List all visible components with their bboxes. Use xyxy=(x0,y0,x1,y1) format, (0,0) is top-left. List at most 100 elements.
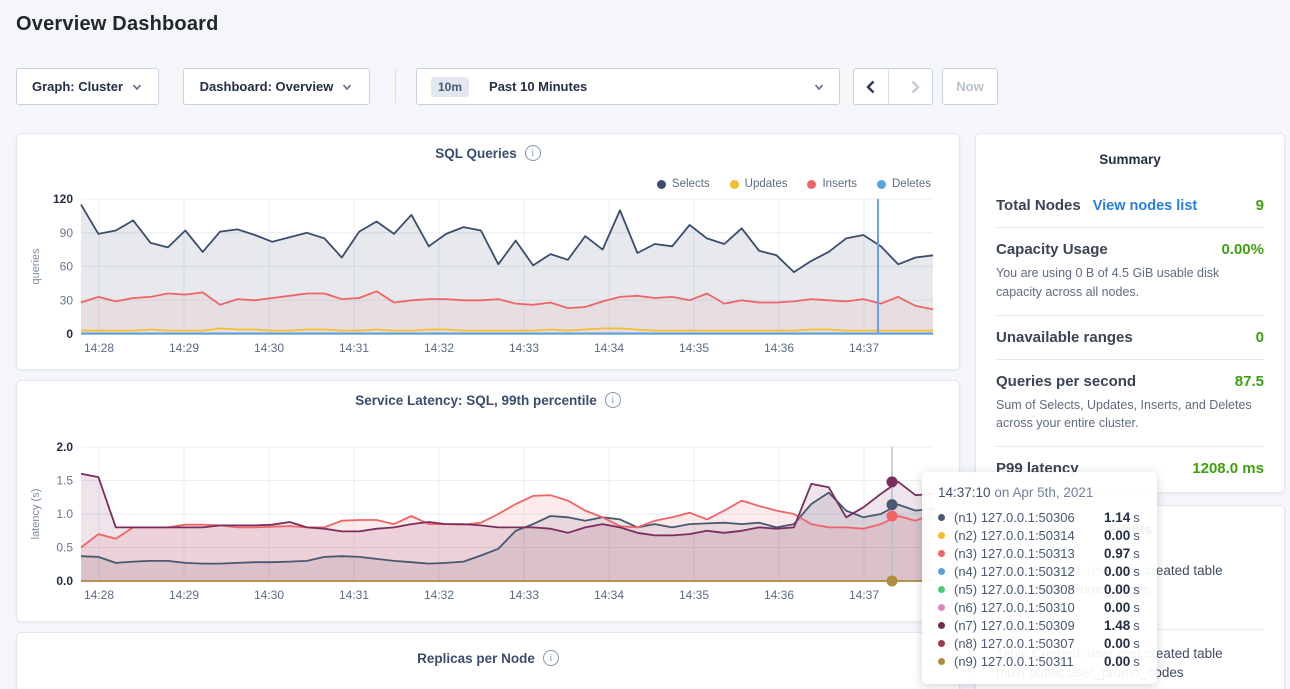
svg-text:14:31: 14:31 xyxy=(339,588,369,602)
node-latency-value: 0.97 xyxy=(1104,545,1131,561)
time-range-selector[interactable]: 10m Past 10 Minutes xyxy=(416,68,840,105)
svg-text:14:33: 14:33 xyxy=(509,588,539,602)
node-color-dot-icon xyxy=(938,639,945,647)
svg-text:queries: queries xyxy=(30,248,42,285)
svg-text:14:32: 14:32 xyxy=(424,588,454,602)
sql-queries-chart-title: SQL Queries xyxy=(435,145,517,161)
svg-text:14:35: 14:35 xyxy=(679,588,709,602)
latency-unit: s xyxy=(1133,599,1140,615)
svg-text:14:28: 14:28 xyxy=(84,341,114,355)
svg-text:14:37: 14:37 xyxy=(849,341,879,355)
node-address: (n6) 127.0.0.1:50310 xyxy=(954,599,1075,615)
svg-text:14:28: 14:28 xyxy=(84,588,114,602)
sql-queries-chart[interactable]: 0 30 60 90 120 14:28 14:29 14:30 14:31 14:32 14:33… xyxy=(17,134,961,371)
service-latency-chart-card: Service Latency: SQL, 99th percentile i … xyxy=(16,380,960,622)
node-latency-value: 0.00 xyxy=(1104,581,1131,597)
total-nodes-label: Total Nodes xyxy=(996,197,1081,214)
node-color-dot-icon xyxy=(938,567,945,575)
page-title: Overview Dashboard xyxy=(16,13,219,35)
dashboard-dropdown[interactable]: Dashboard: Overview xyxy=(183,68,370,105)
node-latency-value: 1.14 xyxy=(1104,509,1131,525)
legend-dot-icon xyxy=(656,179,666,189)
svg-text:14:34: 14:34 xyxy=(594,341,624,355)
latency-unit: s xyxy=(1133,563,1140,579)
queries-per-second-label: Queries per second xyxy=(996,372,1137,390)
legend-item-updates[interactable]: Updates xyxy=(729,178,788,190)
svg-text:90: 90 xyxy=(60,226,74,240)
tooltip-node-row: (n2) 127.0.0.1:50314 0.00 s xyxy=(938,526,1141,544)
node-color-dot-icon xyxy=(938,513,945,521)
svg-text:0.5: 0.5 xyxy=(56,541,73,555)
node-latency-value: 0.00 xyxy=(1104,653,1131,669)
legend-item-deletes[interactable]: Deletes xyxy=(877,178,931,190)
replicas-per-node-chart-card: Replicas per Node i xyxy=(16,632,960,689)
node-color-dot-icon xyxy=(938,657,945,665)
node-address: (n4) 127.0.0.1:50312 xyxy=(954,563,1075,579)
svg-text:14:34: 14:34 xyxy=(594,588,624,602)
svg-text:14:29: 14:29 xyxy=(169,588,199,602)
view-nodes-list-link[interactable]: View nodes list xyxy=(1092,198,1198,214)
info-icon[interactable]: i xyxy=(524,145,541,161)
p99-latency-value: 1208.0 ms xyxy=(1192,460,1264,477)
node-color-dot-icon xyxy=(938,531,945,539)
svg-text:2.0: 2.0 xyxy=(56,440,73,454)
legend-item-selects[interactable]: Selects xyxy=(656,178,710,190)
info-icon[interactable]: i xyxy=(604,392,621,408)
divider xyxy=(996,227,1264,228)
node-latency-value: 0.00 xyxy=(1104,527,1131,543)
service-latency-chart-title: Service Latency: SQL, 99th percentile xyxy=(355,392,597,408)
latency-unit: s xyxy=(1133,527,1140,543)
node-address: (n8) 127.0.0.1:50307 xyxy=(954,635,1075,651)
svg-text:14:32: 14:32 xyxy=(424,341,454,355)
node-address: (n1) 127.0.0.1:50306 xyxy=(954,509,1075,525)
legend-label: Inserts xyxy=(822,178,857,190)
node-color-dot-icon xyxy=(938,603,945,611)
chevron-down-icon xyxy=(813,81,825,93)
node-address: (n2) 127.0.0.1:50314 xyxy=(954,527,1075,543)
prev-time-button[interactable] xyxy=(854,69,890,104)
legend-dot-icon xyxy=(877,179,886,189)
tooltip-node-row: (n7) 127.0.0.1:50309 1.48 s xyxy=(938,616,1141,634)
now-button[interactable]: Now xyxy=(942,68,998,105)
svg-text:120: 120 xyxy=(53,192,73,206)
tooltip-timestamp: 14:37:10 on Apr 5th, 2021 xyxy=(938,485,1094,500)
legend-label: Updates xyxy=(744,178,788,190)
legend-label: Deletes xyxy=(892,178,931,190)
tooltip-node-row: (n4) 127.0.0.1:50312 0.00 s xyxy=(938,562,1141,580)
latency-unit: s xyxy=(1133,635,1140,651)
dashboard-dropdown-label: Dashboard: Overview xyxy=(199,79,334,94)
latency-unit: s xyxy=(1133,509,1140,525)
capacity-usage-description: You are using 0 B of 4.5 GiB usable disk… xyxy=(996,266,1220,299)
info-icon[interactable]: i xyxy=(542,650,559,666)
tooltip-node-row: (n5) 127.0.0.1:50308 0.00 s xyxy=(938,580,1141,598)
unavailable-ranges-value: 0 xyxy=(1255,328,1264,346)
graph-dropdown[interactable]: Graph: Cluster xyxy=(16,68,159,105)
node-latency-value: 0.00 xyxy=(1104,599,1131,615)
toolbar-divider xyxy=(395,70,396,103)
node-color-dot-icon xyxy=(938,585,945,593)
node-address: (n3) 127.0.0.1:50313 xyxy=(954,545,1075,561)
node-color-dot-icon xyxy=(938,621,945,629)
svg-text:1.0: 1.0 xyxy=(56,507,73,521)
svg-text:60: 60 xyxy=(60,260,74,274)
tooltip-node-row: (n8) 127.0.0.1:50307 0.00 s xyxy=(938,634,1141,652)
latency-unit: s xyxy=(1133,581,1140,597)
svg-text:14:36: 14:36 xyxy=(764,341,794,355)
now-button-label: Now xyxy=(956,79,984,94)
queries-per-second-value: 87.5 xyxy=(1234,372,1264,390)
divider xyxy=(996,446,1264,447)
service-latency-chart[interactable]: 0.0 0.5 1.0 1.5 2.0 14:28 14:29 14:30 14:31 14:32… xyxy=(17,381,961,623)
node-latency-value: 0.00 xyxy=(1104,635,1131,651)
next-time-button[interactable] xyxy=(897,69,932,104)
node-latency-value: 1.48 xyxy=(1104,617,1131,633)
legend-dot-icon xyxy=(807,179,817,189)
node-latency-value: 0.00 xyxy=(1104,563,1131,579)
node-address: (n7) 127.0.0.1:50309 xyxy=(954,617,1075,633)
time-nav-group xyxy=(853,68,933,105)
latency-unit: s xyxy=(1133,617,1140,633)
legend-item-inserts[interactable]: Inserts xyxy=(807,178,857,190)
latency-unit: s xyxy=(1133,545,1140,561)
svg-text:14:30: 14:30 xyxy=(254,341,284,355)
tooltip-node-row: (n3) 127.0.0.1:50313 0.97 s xyxy=(938,544,1141,562)
sql-queries-legend: Selects Updates Inserts Deletes xyxy=(656,178,931,190)
